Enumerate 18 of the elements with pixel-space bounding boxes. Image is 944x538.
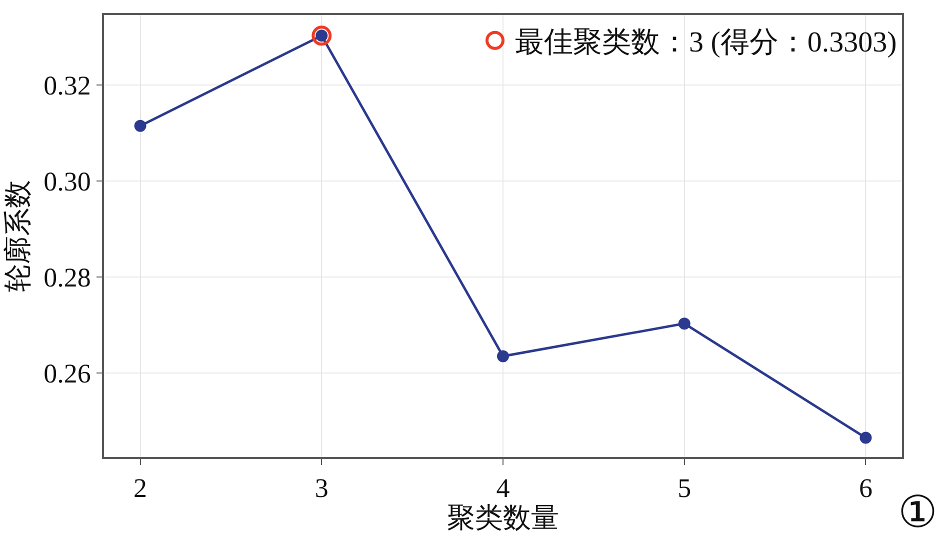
- y-tick-label: 0.32: [44, 70, 91, 101]
- point: [860, 432, 872, 444]
- point: [312, 26, 332, 46]
- x-tick-label: 2: [134, 473, 148, 504]
- x-axis-title: 聚类数量: [447, 503, 559, 534]
- y-axis-title: 轮廓系数: [2, 180, 34, 292]
- point: [678, 318, 690, 330]
- y-tick-label: 0.26: [44, 358, 91, 388]
- x-tick-label: 3: [314, 473, 328, 504]
- legend-label: 最佳聚类数：3 (得分：0.3303): [515, 26, 897, 59]
- point: [134, 120, 146, 132]
- y-tick-label: 0.28: [44, 262, 91, 292]
- x-tick-label: 5: [678, 473, 692, 504]
- x-tick-label: 6: [858, 473, 872, 504]
- x-tick-label: 4: [496, 473, 510, 504]
- point: [497, 350, 509, 362]
- y-tick-label: 0.30: [44, 166, 91, 196]
- text: ①: [898, 487, 938, 538]
